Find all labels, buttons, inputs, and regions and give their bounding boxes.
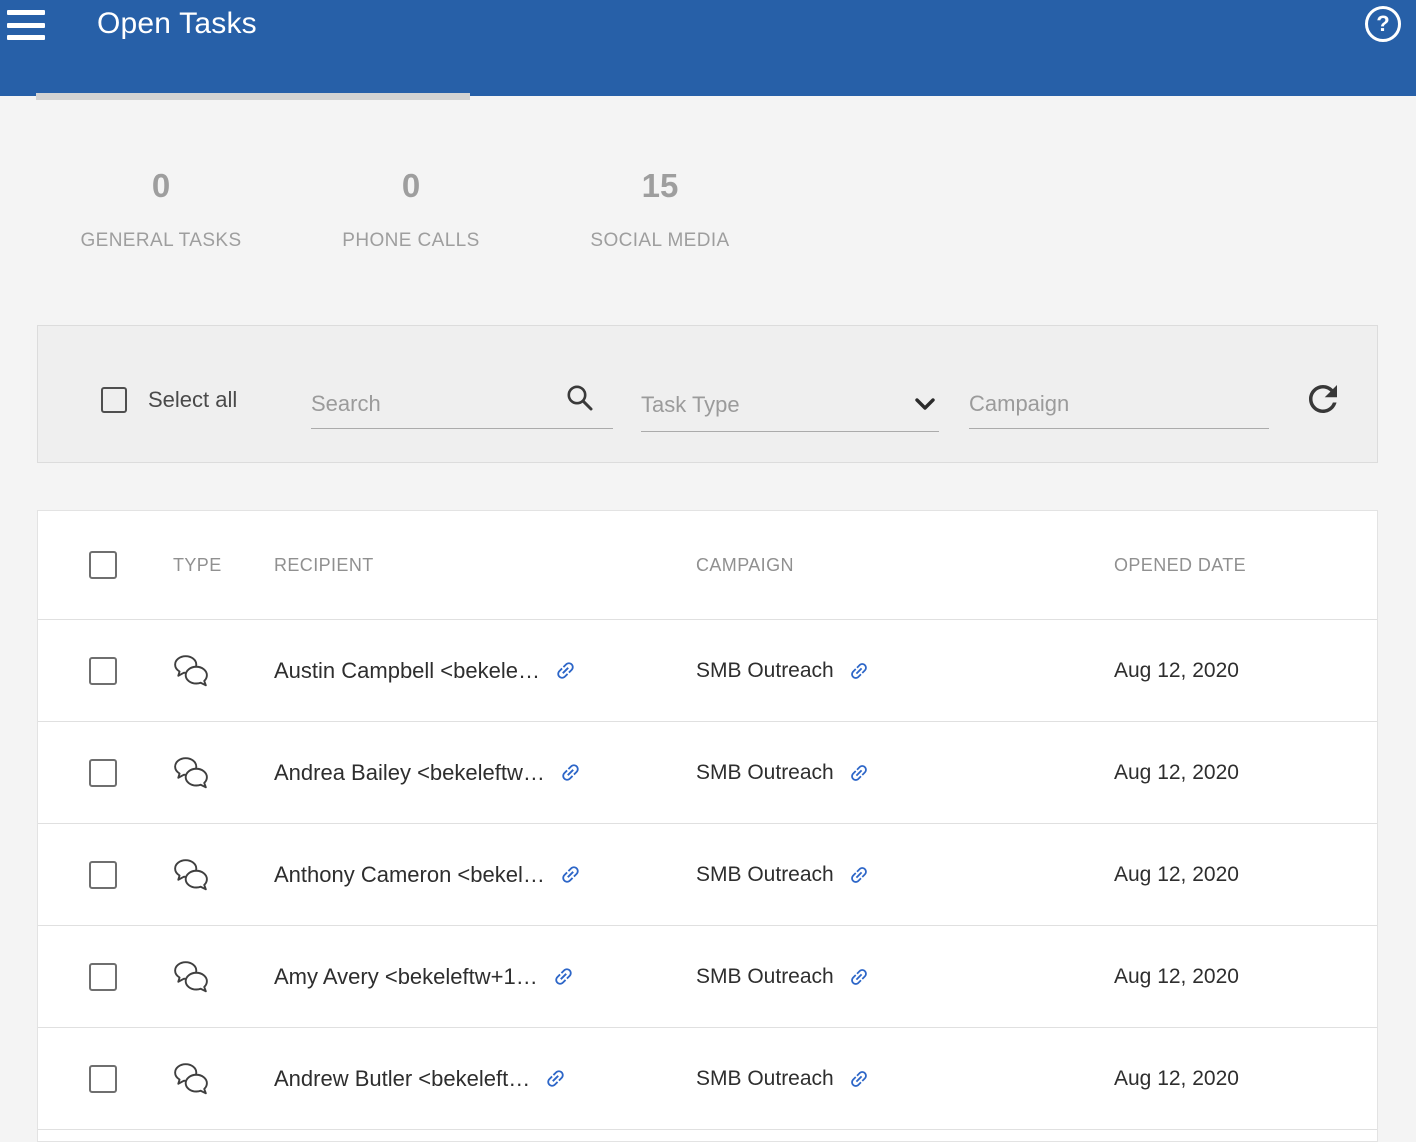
column-header-type: TYPE bbox=[173, 554, 222, 575]
campaign-text: SMB Outreach bbox=[696, 964, 834, 988]
opened-date: Aug 12, 2020 bbox=[1114, 1066, 1239, 1090]
recipient-link-icon[interactable] bbox=[559, 863, 582, 886]
hamburger-icon bbox=[7, 22, 45, 28]
stat-phone-calls: 0 PHONE CALLS bbox=[291, 166, 531, 252]
select-all-label: Select all bbox=[148, 387, 238, 412]
row-checkbox[interactable] bbox=[89, 1064, 117, 1093]
table-row: Austin Campbell <bekele… SMB Outreach Au… bbox=[38, 620, 1377, 722]
campaign-text: SMB Outreach bbox=[696, 658, 834, 682]
row-checkbox[interactable] bbox=[89, 758, 117, 787]
search-field bbox=[311, 379, 613, 429]
chats-icon bbox=[174, 960, 208, 992]
stat-social-media: 15 SOCIAL MEDIA bbox=[540, 166, 780, 252]
stat-label: GENERAL TASKS bbox=[80, 230, 242, 251]
table-row: Andrea Bailey <bekeleftw… SMB Outreach A… bbox=[38, 722, 1377, 824]
select-all-checkbox[interactable] bbox=[101, 387, 127, 413]
table-header-row: TYPE RECIPIENT CAMPAIGN OPENED DATE bbox=[38, 511, 1377, 620]
opened-date: Aug 12, 2020 bbox=[1114, 964, 1239, 988]
svg-text:?: ? bbox=[1376, 11, 1389, 36]
column-header-opened-date: OPENED DATE bbox=[1114, 554, 1247, 575]
campaign-field bbox=[969, 379, 1269, 429]
campaign-link-icon[interactable] bbox=[848, 660, 870, 682]
task-type-select[interactable]: Task Type bbox=[641, 382, 939, 432]
app-header: Open Tasks ? bbox=[0, 0, 1416, 96]
row-checkbox[interactable] bbox=[89, 962, 117, 991]
campaign-link-icon[interactable] bbox=[848, 966, 870, 988]
opened-date: Aug 12, 2020 bbox=[1114, 760, 1239, 784]
hamburger-icon bbox=[7, 35, 45, 40]
filter-bar: Select all Task Type bbox=[37, 325, 1378, 463]
recipient-link-icon[interactable] bbox=[554, 659, 577, 682]
toolbar: Open Tasks ? bbox=[0, 0, 1416, 56]
campaign-input[interactable] bbox=[969, 379, 1269, 428]
chats-icon bbox=[174, 1062, 208, 1094]
refresh-icon bbox=[1309, 385, 1337, 413]
header-select-checkbox[interactable] bbox=[89, 551, 117, 579]
help-circle-icon: ? bbox=[1365, 6, 1401, 42]
stat-value: 0 bbox=[401, 167, 421, 204]
refresh-button[interactable] bbox=[1302, 378, 1344, 420]
campaign-link-icon[interactable] bbox=[848, 1068, 870, 1090]
search-icon bbox=[567, 385, 593, 411]
campaign-link-icon[interactable] bbox=[848, 762, 870, 784]
page-title: Open Tasks bbox=[97, 7, 257, 40]
horizontal-scrollbar-thumb[interactable] bbox=[36, 93, 470, 100]
table-body: Austin Campbell <bekele… SMB Outreach Au… bbox=[38, 620, 1377, 1130]
stat-general-tasks: 0 GENERAL TASKS bbox=[41, 166, 281, 252]
recipient-link-icon[interactable] bbox=[559, 761, 582, 784]
campaign-text: SMB Outreach bbox=[696, 1066, 834, 1090]
opened-date: Aug 12, 2020 bbox=[1114, 862, 1239, 886]
stat-value: 15 bbox=[641, 167, 679, 204]
stat-label: SOCIAL MEDIA bbox=[590, 230, 730, 251]
recipient-text: Amy Avery <bekeleftw+1… bbox=[274, 963, 538, 989]
recipient-link-icon[interactable] bbox=[552, 965, 575, 988]
recipient-text: Austin Campbell <bekele… bbox=[274, 657, 540, 683]
hamburger-menu-button[interactable] bbox=[7, 8, 45, 42]
hamburger-icon bbox=[7, 10, 45, 15]
chevron-down-icon bbox=[915, 398, 935, 410]
campaign-link-icon[interactable] bbox=[848, 864, 870, 886]
table-row: Anthony Cameron <bekel… SMB Outreach Aug bbox=[38, 824, 1377, 926]
column-header-recipient: RECIPIENT bbox=[274, 554, 374, 575]
chats-icon bbox=[174, 654, 208, 686]
open-tasks-table: TYPE RECIPIENT CAMPAIGN OPENED DATE Aust… bbox=[37, 510, 1378, 1142]
recipient-text: Anthony Cameron <bekel… bbox=[274, 861, 545, 887]
row-checkbox[interactable] bbox=[89, 860, 117, 889]
task-type-placeholder: Task Type bbox=[641, 392, 740, 417]
stat-label: PHONE CALLS bbox=[342, 230, 480, 251]
table-row: Andrew Butler <bekeleft… SMB Outreach Au… bbox=[38, 1028, 1377, 1130]
table-row: Amy Avery <bekeleftw+1… SMB Outreach Aug bbox=[38, 926, 1377, 1028]
stat-value: 0 bbox=[151, 167, 171, 204]
help-button[interactable]: ? bbox=[1363, 4, 1403, 44]
search-input[interactable] bbox=[311, 379, 613, 428]
recipient-link-icon[interactable] bbox=[544, 1067, 567, 1090]
recipient-text: Andrew Butler <bekeleft… bbox=[274, 1065, 531, 1091]
chats-icon bbox=[174, 858, 208, 890]
campaign-text: SMB Outreach bbox=[696, 862, 834, 886]
campaign-text: SMB Outreach bbox=[696, 760, 834, 784]
column-header-campaign: CAMPAIGN bbox=[696, 554, 794, 575]
recipient-text: Andrea Bailey <bekeleftw… bbox=[274, 759, 545, 785]
opened-date: Aug 12, 2020 bbox=[1114, 658, 1239, 682]
chats-icon bbox=[174, 756, 208, 788]
row-checkbox[interactable] bbox=[89, 656, 117, 685]
